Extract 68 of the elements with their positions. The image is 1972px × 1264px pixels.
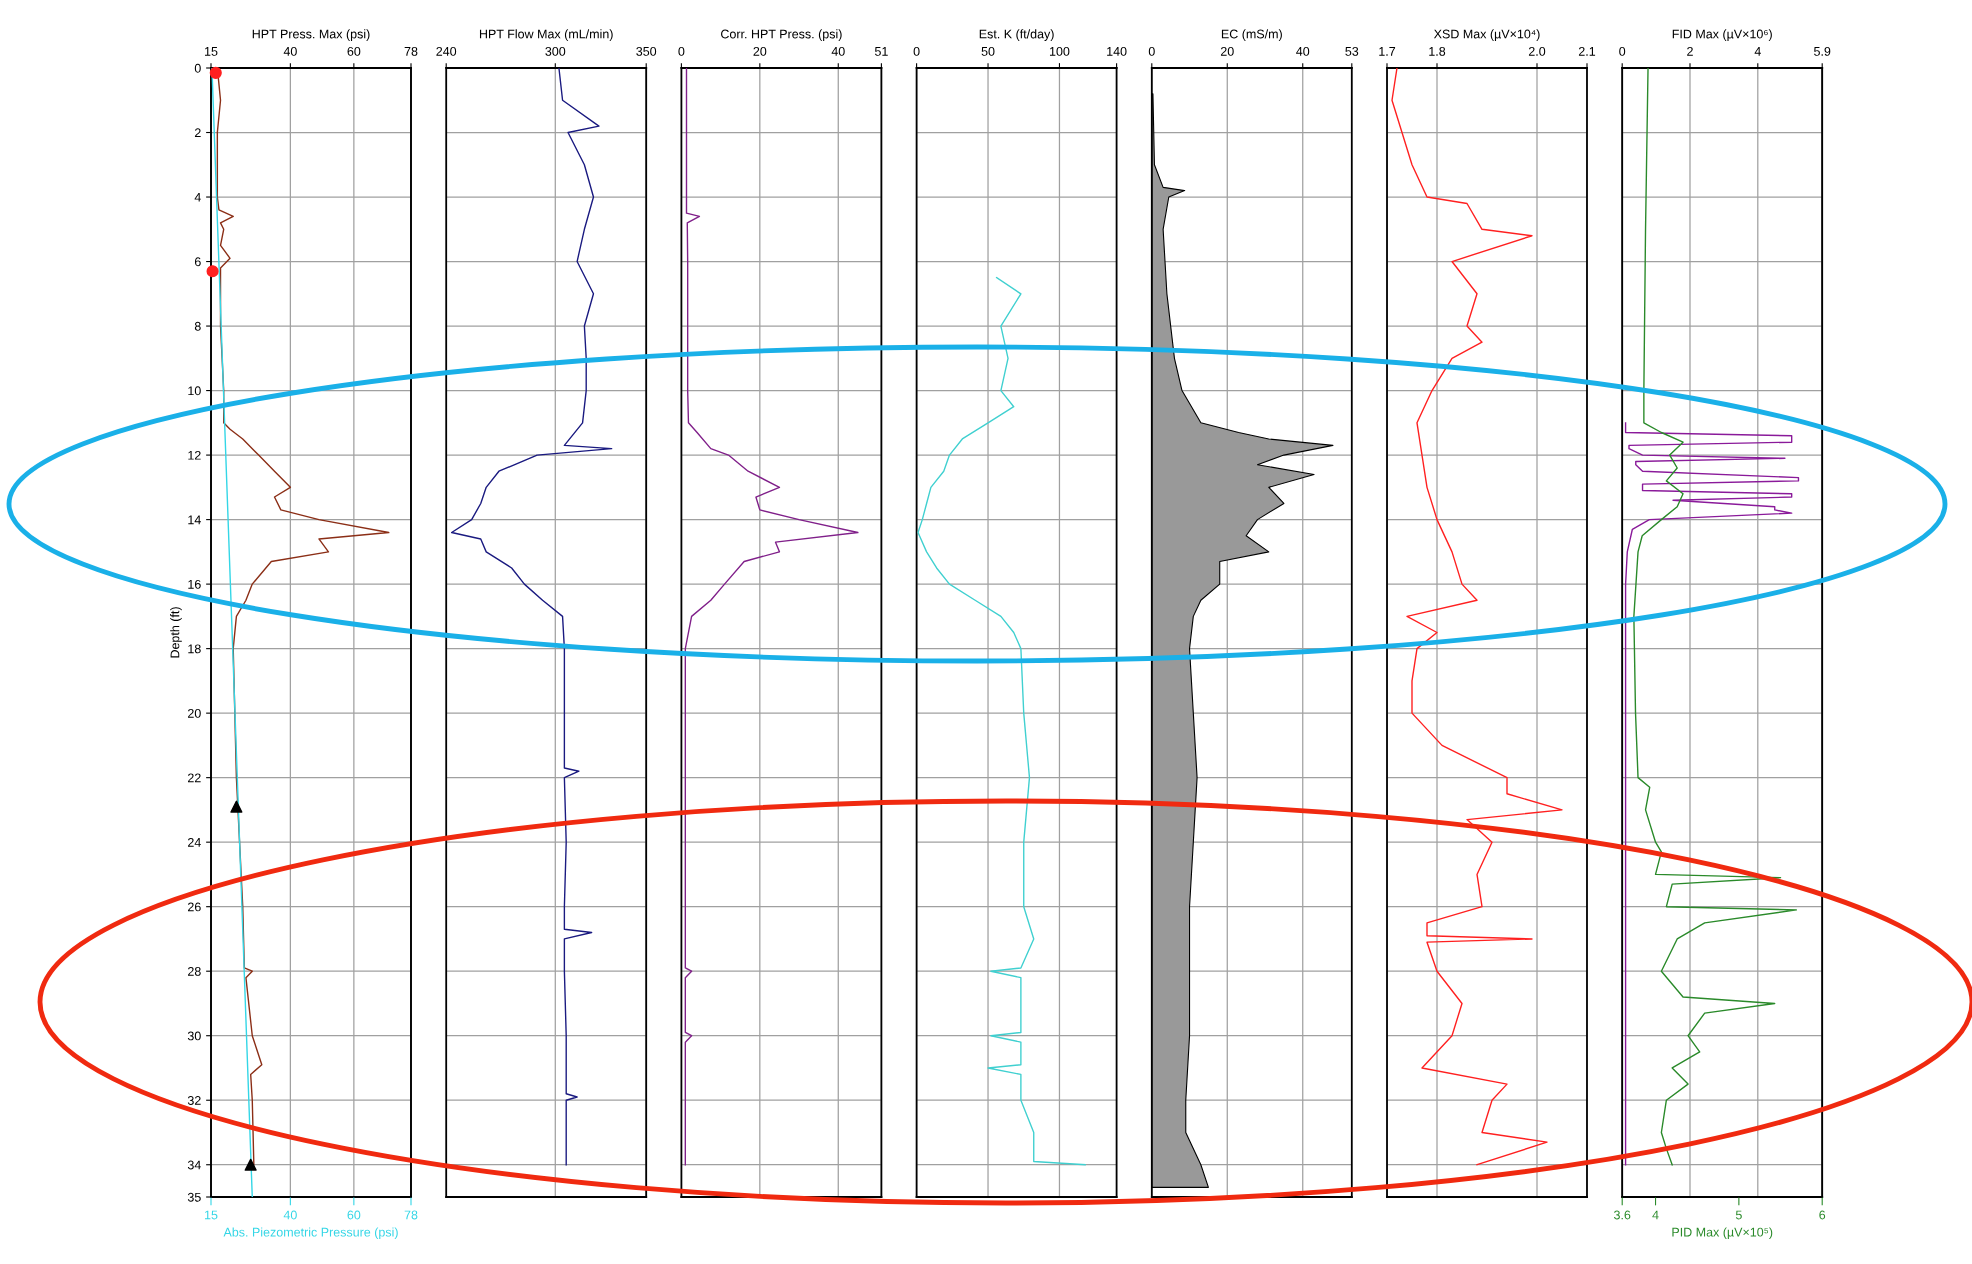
x-tick-label: 0: [678, 46, 685, 56]
y-tick-label: 16: [188, 579, 201, 589]
x-tick-label: 5.9: [1814, 46, 1831, 56]
y-tick-label: 12: [188, 450, 201, 460]
x-axis-title: Est. K (ft/day): [979, 29, 1054, 41]
x-axis-title: FID Max (µV×10⁶): [1672, 29, 1772, 41]
y-tick-label: 6: [194, 257, 201, 267]
point: [209, 66, 222, 79]
y-tick-label: 14: [188, 515, 201, 525]
y-tick-label: 34: [187, 1160, 201, 1170]
x-axis-title: EC (mS/m): [1221, 29, 1282, 41]
x-tick-label: 1.8: [1429, 46, 1446, 56]
x2-tick-label: 15: [205, 1210, 218, 1220]
x2-tick-label: 4: [1652, 1210, 1659, 1220]
y-tick-label: 26: [188, 902, 201, 912]
x2-axis-title: Abs. Piezometric Pressure (psi): [223, 1227, 398, 1240]
x-tick-label: 2.1: [1578, 46, 1596, 56]
x-tick-label: 350: [636, 46, 657, 56]
x2-tick-label: 40: [283, 1210, 297, 1220]
y-tick-label: 30: [187, 1031, 201, 1041]
y-tick-label: 2: [194, 128, 201, 138]
x2-tick-label: 6: [1819, 1210, 1826, 1220]
y-tick-label: 4: [194, 192, 201, 202]
x-tick-label: 15: [205, 47, 218, 56]
x-tick-label: 40: [283, 46, 297, 56]
x2-axis-title: PID Max (µV×10⁵): [1672, 1227, 1773, 1240]
x-tick-label: 0: [1148, 46, 1155, 56]
y-tick-label: 8: [194, 321, 201, 331]
y-tick-label: 32: [187, 1096, 201, 1105]
y-tick-label: 20: [188, 708, 201, 718]
point: [244, 1158, 257, 1171]
x2-tick-label: 60: [347, 1210, 361, 1220]
x-axis-title: HPT Flow Max (mL/min): [479, 29, 613, 41]
x2-tick-label: 5: [1735, 1210, 1742, 1220]
y-tick-label: 24: [188, 837, 201, 847]
point: [230, 800, 243, 813]
y-tick-label: 28: [188, 967, 201, 976]
y-tick-label: 10: [188, 386, 201, 396]
x-tick-label: 0: [913, 46, 920, 56]
x-tick-label: 240: [436, 46, 457, 56]
x-tick-label: 300: [545, 46, 566, 56]
y-tick-label: 0: [194, 63, 201, 73]
x-tick-label: 140: [1107, 46, 1127, 56]
y-tick-label: 18: [188, 644, 201, 654]
x-axis-title: Corr. HPT Press. (psi): [721, 29, 842, 41]
x-tick-label: 60: [347, 46, 361, 56]
x-tick-label: 40: [831, 46, 845, 56]
x-tick-label: 100: [1049, 46, 1070, 56]
x-axis-title: XSD Max (µV×10⁴): [1433, 29, 1540, 41]
x-tick-label: 1.7: [1379, 47, 1396, 56]
y-tick-label: 22: [188, 773, 201, 783]
x-tick-label: 51: [874, 47, 888, 56]
x-tick-label: 0: [1619, 46, 1626, 56]
x-axis-title: HPT Press. Max (psi): [252, 29, 370, 41]
y-axis-title: Depth (ft): [170, 607, 182, 658]
x2-tick-label: 78: [404, 1210, 418, 1220]
x2-tick-label: 3.6: [1613, 1210, 1631, 1220]
point: [206, 265, 219, 278]
x-tick-label: 20: [1220, 46, 1234, 56]
x-tick-label: 53: [1345, 46, 1359, 56]
x-tick-label: 2: [1687, 46, 1693, 56]
x-tick-label: 2.0: [1528, 46, 1546, 56]
x-tick-label: 50: [981, 46, 995, 56]
x-tick-label: 4: [1754, 47, 1761, 56]
x-tick-label: 20: [753, 46, 767, 56]
x-tick-label: 40: [1296, 46, 1310, 56]
y-tick-label: 35: [187, 1192, 201, 1202]
x-tick-label: 78: [404, 46, 418, 56]
